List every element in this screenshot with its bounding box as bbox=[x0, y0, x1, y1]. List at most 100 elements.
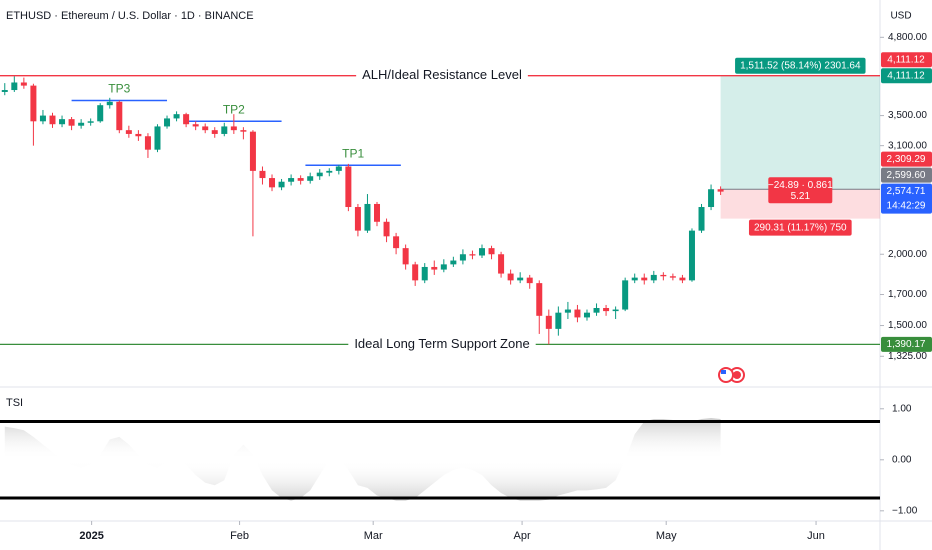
candle-body bbox=[498, 254, 505, 274]
price-tag-label: 2,574.71 bbox=[887, 186, 926, 197]
candle-body bbox=[717, 189, 724, 192]
y-tick-label: 4,800.00 bbox=[888, 32, 927, 43]
position-current-bg bbox=[768, 177, 833, 204]
candle-body bbox=[603, 308, 610, 312]
candle-body bbox=[183, 114, 190, 125]
level-label-bg bbox=[356, 66, 528, 85]
price-tag-label: 4,111.12 bbox=[887, 54, 925, 65]
x-tick-label: Jun bbox=[807, 530, 825, 542]
candle-body bbox=[20, 82, 27, 86]
candle-body bbox=[230, 126, 237, 131]
candle-body bbox=[440, 264, 447, 270]
price-tag bbox=[881, 151, 932, 167]
candle-body bbox=[478, 248, 485, 256]
candle-body bbox=[688, 230, 695, 281]
y-tick-label: 3,100.00 bbox=[888, 140, 927, 151]
candle-body bbox=[698, 207, 705, 231]
candle-body bbox=[278, 181, 285, 188]
target-label: TP2 bbox=[223, 102, 245, 116]
y-tick-label: 3,500.00 bbox=[888, 110, 927, 121]
candle-body bbox=[125, 130, 132, 134]
candle-body bbox=[517, 277, 524, 281]
candle-body bbox=[488, 248, 495, 255]
price-tag bbox=[881, 167, 932, 183]
candle-body bbox=[192, 124, 199, 127]
candle-body bbox=[144, 136, 151, 150]
level-label: ALH/Ideal Resistance Level bbox=[362, 67, 522, 82]
tsi-y-tick-label: −1.00 bbox=[892, 505, 918, 516]
candle-body bbox=[316, 172, 323, 177]
candle-body bbox=[469, 254, 476, 256]
candle-body bbox=[679, 277, 686, 281]
candle-body bbox=[669, 276, 676, 278]
candle-body bbox=[383, 221, 390, 237]
price-tag bbox=[881, 336, 932, 352]
candle-body bbox=[431, 266, 438, 270]
candle-body bbox=[631, 277, 638, 281]
tsi-y-tick-label: 0.00 bbox=[892, 454, 912, 465]
y-tick-label: 1,700.00 bbox=[888, 289, 927, 300]
x-tick-label: Apr bbox=[514, 530, 531, 542]
candle-body bbox=[154, 126, 161, 150]
candle-body bbox=[1, 90, 8, 92]
position-target-label: 1,511.52 (58.14%) 2301.64 bbox=[740, 60, 861, 71]
position-stop-label: 290.31 (11.17%) 750 bbox=[754, 222, 847, 233]
candle-body bbox=[374, 203, 381, 222]
level-label: Ideal Long Term Support Zone bbox=[354, 336, 529, 351]
candle-body bbox=[297, 178, 304, 181]
chart-title: ETHUSD · Ethereum / U.S. Dollar · 1D · B… bbox=[6, 10, 254, 22]
candle-body bbox=[507, 273, 514, 281]
candle-body bbox=[326, 170, 333, 173]
candle-body bbox=[269, 178, 276, 188]
tsi-area bbox=[4, 417, 721, 501]
candle-body bbox=[173, 114, 180, 119]
candle-body bbox=[335, 166, 342, 171]
indicator-label: TSI bbox=[6, 397, 23, 409]
price-tag-label: 1,390.17 bbox=[887, 339, 926, 350]
candle-body bbox=[564, 309, 571, 313]
target-label: TP1 bbox=[342, 146, 364, 160]
candle-body bbox=[249, 131, 256, 171]
candle-body bbox=[78, 122, 85, 126]
candle-body bbox=[555, 312, 562, 329]
price-tag bbox=[881, 183, 932, 214]
candle-body bbox=[450, 260, 457, 265]
candle-body bbox=[307, 176, 314, 181]
x-tick-label: Feb bbox=[230, 530, 249, 542]
tsi-y-tick-label: 1.00 bbox=[892, 403, 912, 414]
candle-body bbox=[536, 283, 543, 316]
candle-body bbox=[116, 101, 123, 131]
candle-body bbox=[30, 85, 37, 122]
candle-body bbox=[612, 309, 619, 312]
target-label: TP3 bbox=[108, 82, 130, 96]
position-stop-label-bg bbox=[748, 219, 852, 236]
price-tag-label: 2,599.60 bbox=[887, 170, 926, 181]
candle-body bbox=[106, 101, 113, 106]
candle-body bbox=[526, 277, 533, 284]
candle-body bbox=[240, 130, 247, 132]
candle-body bbox=[708, 189, 715, 208]
candle-body bbox=[650, 274, 657, 281]
x-tick-label: May bbox=[656, 530, 677, 542]
candle-body bbox=[288, 178, 295, 182]
candle-body bbox=[135, 133, 142, 137]
x-tick-label: 2025 bbox=[79, 530, 103, 542]
candle-body bbox=[345, 166, 352, 208]
candle-body bbox=[641, 277, 648, 281]
price-tag bbox=[881, 52, 932, 68]
price-tag-countdown: 14:42:29 bbox=[887, 200, 926, 211]
position-current-label: −24.89 · 0.861 bbox=[768, 180, 833, 191]
currency-label: USD bbox=[890, 11, 911, 22]
candle-body bbox=[545, 315, 552, 329]
candle-body bbox=[259, 170, 266, 179]
candle-body bbox=[39, 115, 46, 122]
candle-body bbox=[660, 274, 667, 277]
candle-body bbox=[364, 203, 371, 231]
candle-body bbox=[402, 248, 409, 265]
price-tag-label: 2,309.29 bbox=[887, 154, 926, 165]
y-tick-label: 1,500.00 bbox=[888, 320, 927, 331]
candle-body bbox=[583, 312, 590, 318]
position-target-label-bg bbox=[735, 57, 866, 74]
